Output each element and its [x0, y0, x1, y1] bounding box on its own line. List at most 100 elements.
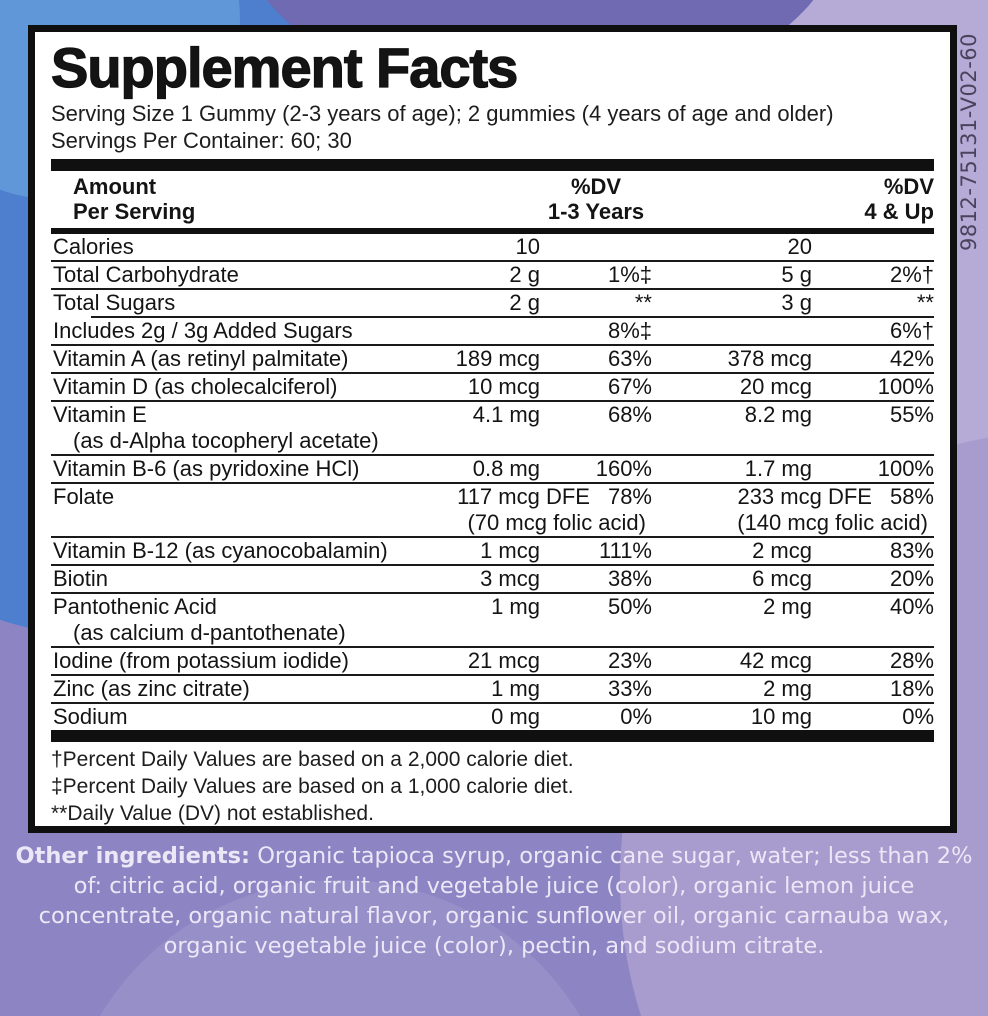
dv-1-3-years: 0%	[620, 704, 652, 729]
nutrient-name: Vitamin B-12 (as cyanocobalamin)	[53, 538, 388, 563]
nutrient-name-cell: Total Sugars	[51, 290, 422, 316]
amount-4-and-up: 6 mcg	[752, 566, 812, 591]
amount-4-and-up: 42 mcg	[739, 648, 812, 673]
nutrient-name-cell: Folate	[51, 484, 422, 536]
dv-1-3-years: 38%	[607, 566, 652, 591]
nutrient-name-cell: Vitamin E (as d-Alpha tocopheryl acetate)	[51, 402, 422, 454]
nutrient-name-subline: (as calcium d-pantothenate)	[73, 620, 346, 645]
panel-title: Supplement Facts	[50, 35, 519, 99]
divider-medium	[51, 228, 934, 234]
dv-4-and-up: 0%	[902, 704, 934, 729]
dv-1-3-years: 111%	[598, 538, 652, 563]
dv-4-and-up: 20%	[889, 566, 934, 591]
dv-1-3-years: 67%	[607, 374, 652, 399]
nutrient-name-cell: Vitamin D (as cholecalciferol)	[51, 374, 422, 400]
amount-4-and-up: 378 mcg	[727, 346, 812, 371]
table-row: Calories 10 20	[51, 234, 934, 260]
dv-group-4-and-up: 233 mcg DFE 58% (140 mcg folic acid)	[652, 484, 934, 536]
dv-4-and-up: 83%	[889, 538, 934, 563]
table-row: Pantothenic Acid (as calcium d-pantothena…	[51, 592, 934, 646]
nutrient-name: Folate	[53, 484, 115, 509]
dv-1-3-years: 68%	[607, 402, 652, 427]
amount-1-3-years: 21 mcg	[467, 648, 540, 673]
group-line: 117 mcg DFE 78%	[422, 484, 652, 510]
dv-value: 58%	[889, 484, 934, 509]
amount-4-and-up: 2 mcg	[752, 538, 812, 563]
group-line: 233 mcg DFE 58%	[652, 484, 934, 510]
table-row: Vitamin B-6 (as pyridoxine HCl) 0.8 mg 160…	[51, 454, 934, 482]
dv-1-3-years: 160%	[595, 456, 652, 481]
dv-4-and-up: **	[916, 290, 934, 315]
amount-4-and-up: 2 mg	[763, 594, 812, 619]
amount-1-3-years: 1 mg	[491, 676, 540, 701]
amount-1-3-years: 2 g	[509, 290, 540, 315]
amount-4-and-up: 5 g	[781, 262, 812, 287]
footnote-dagger: †Percent Daily Values are based on a 2,0…	[51, 748, 574, 771]
amount-4-and-up: 1.7 mg	[744, 456, 812, 481]
dv-1-3-years: 23%	[607, 648, 652, 673]
dv-1-3-years: 50%	[607, 594, 652, 619]
dv-4-and-up: 18%	[889, 676, 934, 701]
nutrient-name: Total Carbohydrate	[53, 262, 239, 287]
header-dv-1-3-years: %DV 1-3 Years	[547, 174, 645, 224]
serving-size-line: Serving Size 1 Gummy (2-3 years of age);…	[51, 101, 834, 126]
footnote-double-dagger: ‡Percent Daily Values are based on a 1,0…	[51, 775, 574, 798]
amount-4-and-up: 8.2 mg	[744, 402, 812, 427]
nutrient-name-subline: (as d-Alpha tocopheryl acetate)	[73, 428, 379, 453]
dv-4-and-up: 28%	[889, 648, 934, 673]
amount-4-and-up: 3 g	[781, 290, 812, 315]
nutrient-name-cell: Vitamin B-12 (as cyanocobalamin)	[51, 538, 422, 564]
dv-group-1-3-years: 117 mcg DFE 78% (70 mcg folic acid)	[422, 484, 652, 536]
footnote-asterisks: **Daily Value (DV) not established.	[51, 802, 374, 825]
table-row: Folate 117 mcg DFE 78% (70 mcg folic acid) 2…	[51, 482, 934, 536]
nutrient-name-cell: Sodium	[51, 704, 422, 730]
supplement-facts-panel: Supplement Facts Serving Size 1 Gummy (2…	[28, 25, 957, 833]
footnotes: †Percent Daily Values are based on a 2,0…	[51, 742, 934, 827]
nutrient-name: Vitamin B-6 (as pyridoxine HCl)	[53, 456, 360, 481]
amount-value: 117 mcg DFE	[457, 484, 590, 509]
dv-4-and-up: 100%	[877, 456, 934, 481]
nutrient-name: Iodine (from potassium iodide)	[53, 648, 349, 673]
nutrient-name: Calories	[53, 234, 134, 259]
nutrient-name: Pantothenic Acid	[53, 594, 217, 619]
dv-1-3-years: 33%	[607, 676, 652, 701]
table-row: Vitamin E (as d-Alpha tocopheryl acetate)…	[51, 400, 934, 454]
dv-4-and-up: 40%	[889, 594, 934, 619]
dv-4-and-up: 42%	[889, 346, 934, 371]
table-row: Zinc (as zinc citrate) 1 mg 33% 2 mg 18%	[51, 674, 934, 702]
dv-4-and-up: 55%	[889, 402, 934, 427]
dv-1-3-years: **	[634, 290, 652, 315]
amount-4-and-up: 20	[787, 234, 812, 259]
nutrient-name-cell: Vitamin B-6 (as pyridoxine HCl)	[51, 456, 422, 482]
amount-4-and-up: 2 mg	[763, 676, 812, 701]
amount-1-3-years: 1 mcg	[480, 538, 540, 563]
divider-thick-top	[51, 159, 934, 171]
amount-4-and-up: 10 mg	[750, 704, 812, 729]
amount-1-3-years	[422, 318, 540, 344]
divider-thick-bottom	[51, 730, 934, 742]
amount-1-3-years: 189 mcg	[455, 346, 540, 371]
dv-4-and-up: 6%†	[889, 318, 934, 343]
dv-1-3-years: 1%‡	[607, 262, 652, 287]
nutrient-name: Vitamin E	[53, 402, 147, 427]
other-ingredients-label: Other ingredients:	[15, 843, 251, 869]
table-row: Total Carbohydrate 2 g 1%‡ 5 g 2%†	[51, 260, 934, 288]
table-row: Vitamin D (as cholecalciferol) 10 mcg 67% 2…	[51, 372, 934, 400]
nutrient-name-cell: Includes 2g / 3g Added Sugars	[51, 318, 422, 344]
amount-1-3-years: 1 mg	[491, 594, 540, 619]
nutrient-name-cell: Pantothenic Acid (as calcium d-pantothena…	[51, 594, 422, 646]
nutrient-name-cell: Total Carbohydrate	[51, 262, 422, 288]
dv-4-and-up	[812, 234, 934, 260]
table-row: Vitamin A (as retinyl palmitate) 189 mcg 6…	[51, 344, 934, 372]
header-dv-4-and-up: %DV 4 & Up	[864, 174, 934, 224]
amount-1-3-years: 3 mcg	[480, 566, 540, 591]
nutrient-name: Biotin	[53, 566, 109, 591]
nutrient-name-cell: Zinc (as zinc citrate)	[51, 676, 422, 702]
amount-1-3-years: 4.1 mg	[472, 402, 540, 427]
nutrient-name: Includes 2g / 3g Added Sugars	[53, 318, 353, 343]
dv-1-3-years	[540, 234, 652, 260]
table-row: Iodine (from potassium iodide) 21 mcg 23% 4…	[51, 646, 934, 674]
amount-1-3-years: 0 mg	[491, 704, 540, 729]
servings-per-container-line: Servings Per Container: 60; 30	[51, 128, 352, 153]
amount-4-and-up	[652, 318, 812, 344]
